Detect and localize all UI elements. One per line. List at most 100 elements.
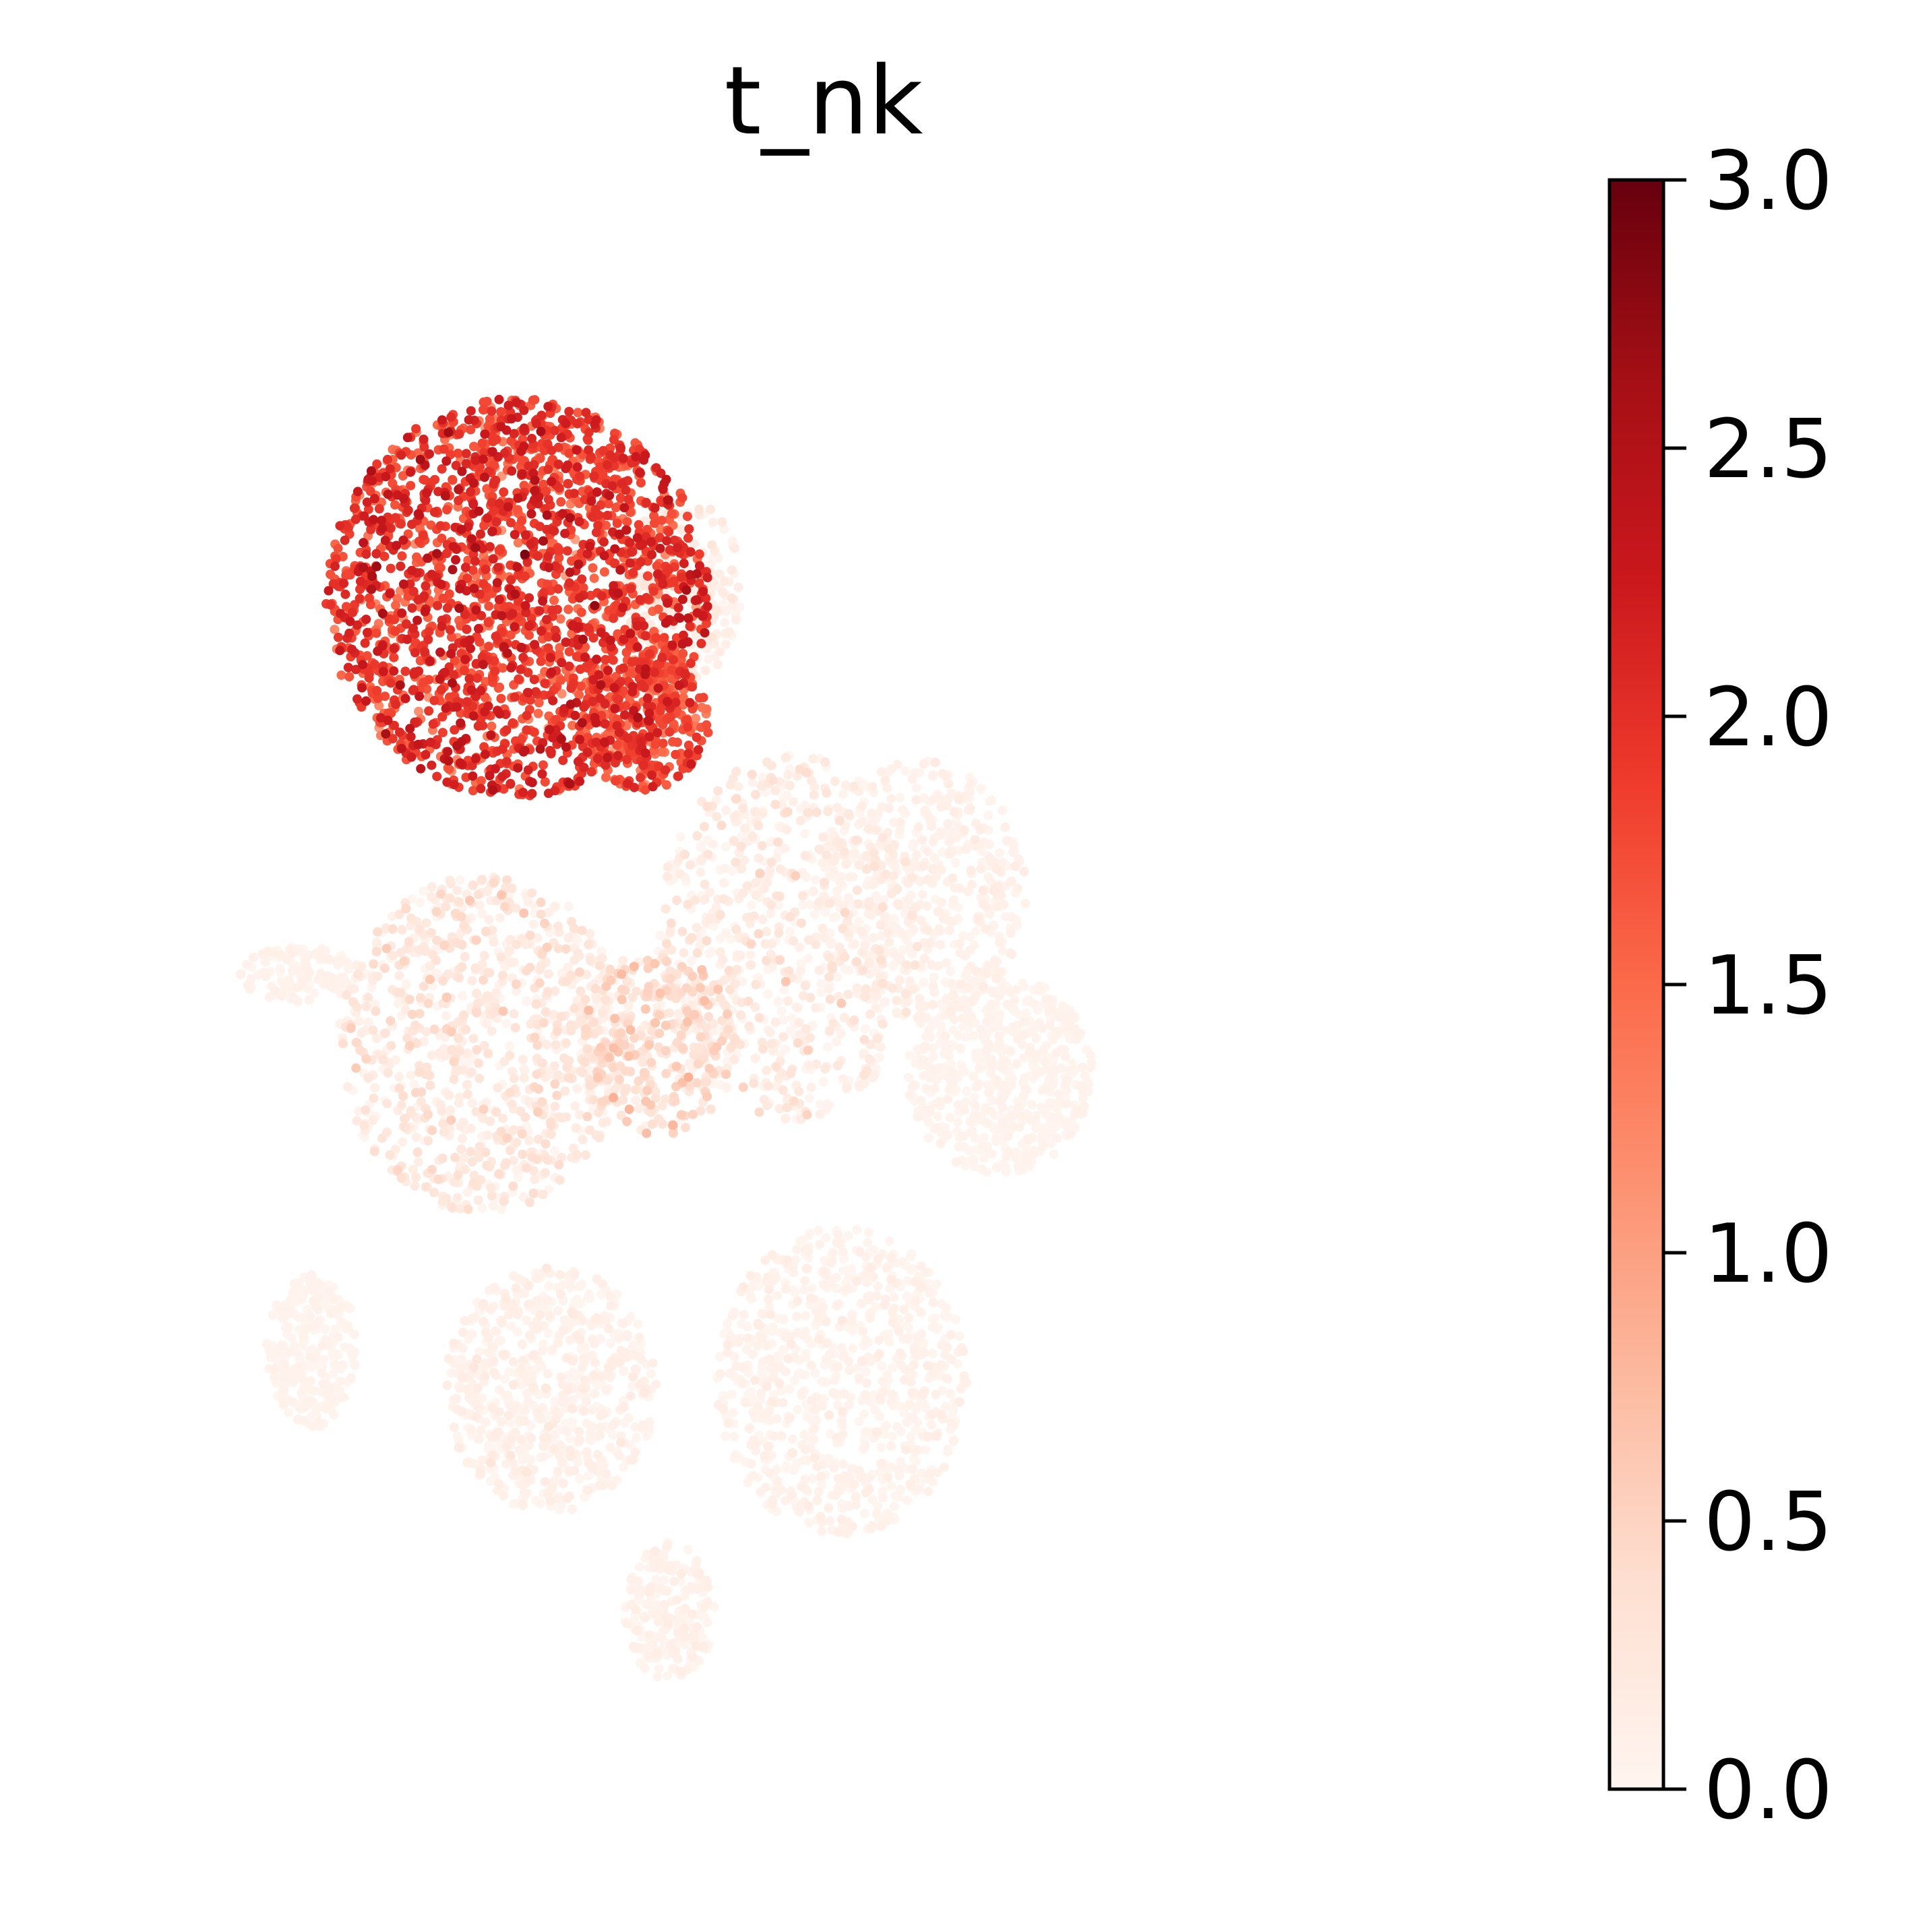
scatter-point bbox=[510, 1023, 520, 1032]
scatter-point bbox=[919, 1071, 929, 1081]
scatter-point bbox=[850, 848, 860, 858]
scatter-point bbox=[840, 952, 849, 962]
scatter-point bbox=[676, 1569, 686, 1579]
scatter-point bbox=[516, 1364, 526, 1374]
scatter-point bbox=[889, 1292, 899, 1302]
scatter-point bbox=[954, 939, 964, 949]
scatter-point bbox=[760, 1451, 770, 1461]
scatter-point bbox=[857, 1356, 867, 1366]
scatter-point bbox=[790, 1287, 800, 1297]
scatter-point bbox=[876, 1521, 886, 1531]
scatter-point bbox=[741, 1398, 751, 1408]
scatter-point bbox=[876, 1393, 885, 1403]
scatter-point bbox=[371, 1034, 381, 1043]
scatter-point bbox=[423, 1135, 433, 1146]
scatter-point bbox=[449, 1338, 459, 1348]
scatter-point bbox=[467, 976, 477, 986]
scatter-point bbox=[873, 1053, 883, 1063]
scatter-point bbox=[446, 879, 456, 889]
scatter-point bbox=[601, 995, 611, 1005]
scatter-point bbox=[575, 1299, 585, 1309]
scatter-point bbox=[474, 1058, 484, 1068]
scatter-point bbox=[457, 1373, 467, 1382]
scatter-point bbox=[830, 912, 840, 922]
scatter-point bbox=[805, 900, 816, 910]
scatter-point bbox=[294, 1414, 304, 1424]
scatter-point bbox=[958, 931, 968, 941]
scatter-point bbox=[721, 928, 731, 938]
scatter-point bbox=[506, 958, 516, 968]
scatter-point bbox=[886, 1481, 896, 1491]
scatter-point bbox=[905, 1051, 915, 1061]
scatter-point bbox=[894, 1326, 904, 1336]
scatter-point bbox=[731, 766, 741, 776]
scatter-point bbox=[287, 966, 297, 976]
scatter-point bbox=[545, 1496, 555, 1506]
scatter-point bbox=[648, 1358, 658, 1368]
scatter-point bbox=[884, 937, 894, 947]
scatter-point bbox=[687, 1609, 698, 1619]
scatter-point bbox=[458, 1010, 468, 1020]
scatter-point bbox=[363, 1073, 373, 1083]
scatter-point bbox=[398, 1137, 408, 1147]
scatter-point bbox=[472, 989, 482, 999]
scatter-point bbox=[687, 956, 697, 966]
scatter-point bbox=[915, 1282, 925, 1292]
scatter-point bbox=[825, 898, 834, 908]
scatter-point bbox=[824, 984, 834, 994]
scatter-point bbox=[702, 1576, 712, 1586]
scatter-point bbox=[727, 1390, 737, 1400]
scatter-point bbox=[466, 1425, 476, 1435]
scatter-point bbox=[450, 1152, 460, 1162]
scatter-point bbox=[774, 892, 785, 902]
scatter-point bbox=[1011, 1153, 1021, 1163]
scatter-point bbox=[565, 1452, 576, 1462]
scatter-point bbox=[578, 1135, 588, 1144]
scatter-point bbox=[976, 1024, 986, 1034]
scatter-point bbox=[864, 900, 874, 910]
scatter-point bbox=[783, 770, 793, 780]
scatter-point bbox=[1012, 1020, 1022, 1030]
scatter-point bbox=[459, 921, 469, 931]
scatter-point bbox=[920, 1041, 930, 1051]
scatter-point bbox=[748, 1394, 758, 1404]
scatter-point bbox=[782, 1102, 792, 1113]
scatter-point bbox=[486, 1183, 496, 1193]
scatter-point bbox=[568, 1309, 578, 1319]
scatter-point bbox=[820, 1064, 830, 1073]
scatter-point bbox=[822, 788, 832, 798]
scatter-point bbox=[549, 1443, 559, 1454]
scatter-point bbox=[722, 1082, 731, 1092]
scatter-point bbox=[852, 1276, 862, 1286]
scatter-point bbox=[561, 1353, 572, 1363]
scatter-point bbox=[720, 617, 730, 627]
scatter-point bbox=[942, 1373, 952, 1383]
scatter-point bbox=[1038, 1123, 1048, 1133]
scatter-point bbox=[725, 627, 735, 637]
scatter-point bbox=[577, 925, 587, 935]
scatter-point bbox=[1018, 978, 1028, 989]
scatter-point bbox=[449, 1074, 459, 1084]
scatter-point bbox=[1065, 1065, 1075, 1076]
scatter-point bbox=[444, 1090, 454, 1100]
scatter-point bbox=[431, 956, 441, 966]
scatter-point bbox=[410, 1173, 421, 1182]
scatter-point bbox=[966, 865, 976, 875]
scatter-point bbox=[541, 1007, 551, 1017]
scatter-point bbox=[949, 807, 959, 817]
scatter-point bbox=[959, 1067, 969, 1077]
scatter-point bbox=[895, 792, 905, 803]
scatter-point bbox=[746, 1294, 756, 1304]
scatter-point bbox=[501, 1158, 511, 1168]
scatter-point bbox=[542, 1040, 552, 1050]
scatter-point bbox=[929, 1084, 940, 1094]
scatter-point bbox=[923, 939, 933, 949]
scatter-point bbox=[501, 1441, 512, 1452]
scatter-point bbox=[966, 779, 976, 789]
scatter-point bbox=[929, 794, 939, 804]
scatter-point bbox=[911, 1350, 921, 1360]
scatter-point bbox=[789, 1376, 799, 1385]
scatter-point bbox=[765, 865, 775, 875]
scatter-point bbox=[907, 1464, 917, 1474]
scatter-point bbox=[495, 1385, 505, 1395]
